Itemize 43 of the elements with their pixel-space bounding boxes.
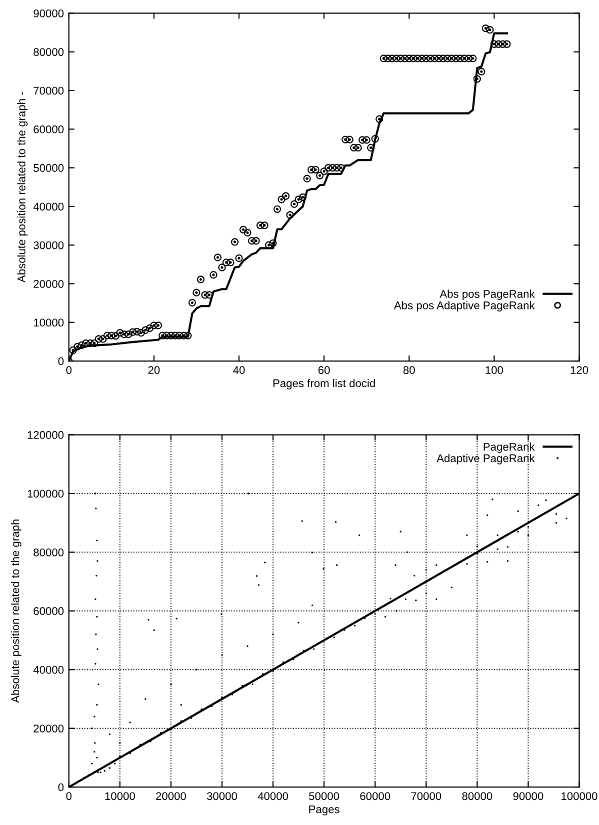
y-axis-title: Absolute position related to the graph <box>11 520 22 703</box>
y-tick-label: 0 <box>58 783 64 792</box>
y-tick-label: 30000 <box>34 241 64 250</box>
y-tick-label: 100000 <box>28 490 64 498</box>
y-tick-label: 0 <box>58 357 64 366</box>
x-tick-label: 20000 <box>156 792 186 800</box>
x-tick-label: 80 <box>403 366 415 374</box>
y-tick-label: 40000 <box>33 666 64 674</box>
x-tick-label: 100 <box>486 366 504 374</box>
x-axis-title: Pages <box>309 805 340 816</box>
legend-label: Abs pos Adaptive PageRank <box>394 301 535 312</box>
x-tick-label: 60000 <box>360 792 390 800</box>
y-tick-label: 60000 <box>34 125 64 134</box>
y-tick-label: 70000 <box>34 86 64 95</box>
y-tick-label: 40000 <box>33 202 64 211</box>
x-tick-label: 20 <box>148 366 160 374</box>
x-tick-label: 100000 <box>562 792 598 800</box>
x-tick-label: 0 <box>66 792 72 800</box>
y-tick-label: 20000 <box>34 724 64 732</box>
y-tick-label: 120000 <box>28 431 64 439</box>
y-tick-label: 10000 <box>34 318 64 327</box>
legend-label: PageRank <box>484 442 535 453</box>
x-tick-label: 40 <box>233 366 245 374</box>
y-tick-label: 20000 <box>34 280 64 288</box>
x-tick-label: 10000 <box>105 792 135 800</box>
x-axis-title: Pages from list docid <box>273 379 375 390</box>
y-axis-title: Absolute position related to the graph - <box>17 92 28 283</box>
y-tick-label: 60000 <box>34 607 64 616</box>
x-tick-label: 0 <box>66 366 72 374</box>
x-tick-label: 120 <box>570 366 588 374</box>
y-tick-label: 80000 <box>34 548 64 556</box>
x-tick-label: 90000 <box>513 792 544 800</box>
legend-label: Abs pos PageRank <box>440 290 535 300</box>
x-tick-label: 40000 <box>258 792 288 800</box>
legend-label: Adaptive PageRank <box>436 454 535 464</box>
y-tick-label: 90000 <box>34 9 64 18</box>
x-tick-label: 80000 <box>462 792 492 800</box>
x-tick-label: 30000 <box>206 792 238 800</box>
x-tick-label: 60 <box>318 366 330 374</box>
y-tick-label: 50000 <box>34 164 64 172</box>
x-tick-label: 70000 <box>411 792 442 800</box>
y-tick-label: 80000 <box>34 48 64 56</box>
x-tick-label: 50000 <box>309 792 340 800</box>
